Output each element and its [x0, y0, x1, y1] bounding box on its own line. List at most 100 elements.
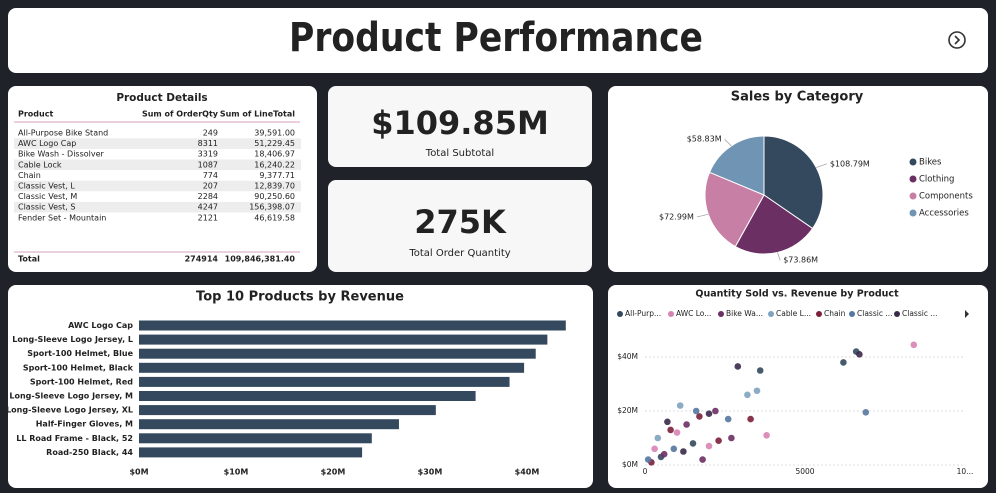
legend-scroll [965, 310, 969, 318]
x-tick-label: $40M [515, 468, 540, 477]
table-cell: AWC Logo Cap [18, 139, 76, 148]
table-cell: 46,619.58 [254, 213, 295, 222]
legend-marker [849, 311, 855, 317]
scatter-point [670, 445, 678, 453]
legend-label: Accessories [919, 209, 969, 219]
table-panel [8, 86, 317, 272]
table-cell: Fender Set - Mountain [18, 213, 106, 222]
table-cell: 3319 [198, 150, 218, 159]
kpi-value: $109.85M [371, 104, 549, 142]
table-cell: 9,377.71 [259, 171, 295, 180]
pie-slice [708, 135, 765, 196]
data-label: $72.99M [659, 212, 694, 221]
next-button[interactable] [948, 31, 966, 49]
row-band [14, 159, 301, 171]
table-cell: 156,398.07 [249, 203, 295, 212]
table-cell: Cable Lock [18, 160, 62, 169]
pie-slice [763, 135, 824, 230]
legend-marker [909, 175, 917, 183]
row-band [14, 138, 301, 149]
table-cell: 51,229.45 [254, 139, 295, 148]
chart-title: Top 10 Products by Revenue [196, 290, 404, 305]
scatter-point [728, 434, 735, 442]
leader-line [696, 213, 709, 218]
x-tick-label: $10M [224, 468, 249, 477]
table-cell: 12,839.70 [254, 182, 295, 191]
leader-line [724, 138, 732, 147]
y-tick-label: Long-Sleeve Logo Jersey, L [12, 335, 133, 344]
bar [139, 348, 536, 359]
bar [139, 362, 525, 373]
table-cell: Classic Vest, L [18, 182, 75, 191]
data-label: $108.79M [830, 159, 870, 168]
header-panel [8, 8, 988, 73]
table-title: Product Details [116, 92, 207, 104]
y-tick-label: $0M [622, 460, 638, 469]
y-tick-label: $20M [617, 406, 638, 415]
table-cell: 207 [203, 182, 218, 191]
legend-label: Bike Wa... [726, 309, 763, 318]
scatter-point [683, 421, 690, 428]
table-cell: 39,591.00 [254, 129, 295, 138]
scatter-point [747, 415, 754, 423]
table-cell: 16,240.22 [254, 160, 295, 169]
leader-line [816, 163, 827, 168]
scatter-point [676, 402, 684, 409]
scatter-point [753, 387, 761, 395]
legend-label: Classic ... [857, 309, 892, 318]
legend-label: Clothing [919, 175, 954, 185]
scatter-point [756, 367, 764, 374]
legend-label: AWC Lo... [676, 309, 711, 318]
bar [139, 419, 399, 430]
scatter-point [705, 410, 713, 418]
scatter-point [651, 445, 658, 453]
table-cell: Classic Vest, S [18, 203, 75, 212]
bar [139, 320, 566, 331]
scatter-point [696, 413, 703, 420]
scatter-point [715, 437, 722, 445]
bar [139, 433, 372, 444]
data-label: $58.83M [687, 135, 722, 144]
kpi-label: Total Order Quantity [408, 248, 510, 259]
bar [139, 376, 510, 387]
column-header: Sum of LineTotal [220, 110, 295, 119]
bar [139, 405, 436, 416]
legend-marker [909, 158, 917, 166]
table-cell: Bike Wash - Dissolver [18, 150, 105, 159]
legend-marker [768, 311, 774, 317]
kpi-label: Total Subtotal [425, 148, 494, 159]
table-cell: 90,250.60 [254, 192, 295, 201]
legend-marker [816, 311, 822, 317]
leader-line [777, 252, 781, 261]
bar [139, 334, 548, 345]
table-cell: 18,406.97 [254, 150, 295, 159]
table-cell: 774 [203, 171, 218, 180]
scatter-point [689, 440, 697, 447]
table-cell: Classic Vest, M [18, 192, 77, 201]
legend-marker [894, 311, 900, 317]
legend-label: Cable L... [776, 309, 811, 318]
scatter-point [840, 359, 847, 366]
kpi-panel [328, 180, 592, 272]
legend-marker [909, 192, 917, 200]
scatter-point [680, 448, 687, 455]
scatter-point [644, 456, 652, 463]
kpi-panel [328, 86, 592, 167]
y-tick-label: LL Road Frame - Black, 52 [16, 434, 133, 443]
table-cell: 4247 [198, 203, 218, 212]
data-label: $73.86M [783, 256, 818, 265]
y-tick-label: Long-Sleeve Logo Jersey, XL [6, 406, 133, 415]
scatter-point [654, 434, 662, 442]
total-cell: 109,846,381.40 [225, 255, 296, 264]
x-tick-label: 0 [643, 467, 648, 476]
x-tick-label: $20M [321, 468, 346, 477]
scatter-point [712, 407, 719, 415]
table-cell: All-Purpose Bike Stand [18, 129, 108, 138]
table-cell: 2284 [198, 192, 218, 201]
scatter-point [692, 407, 700, 415]
page-title: Product Performance [289, 15, 703, 61]
legend-label: Classic ... [902, 309, 937, 318]
x-tick-label: $0M [129, 468, 148, 477]
scatter-point [667, 426, 674, 434]
legend-marker [909, 209, 917, 217]
